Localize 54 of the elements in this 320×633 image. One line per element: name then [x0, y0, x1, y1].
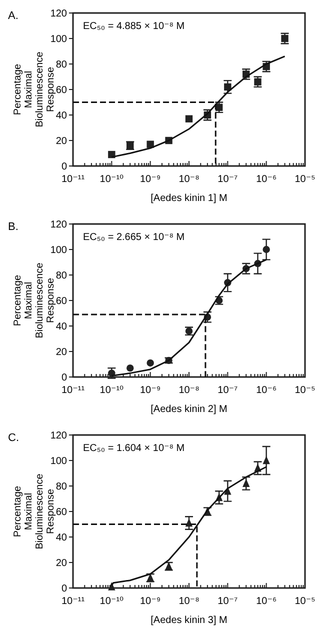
y-tick-label: 100 [50, 456, 68, 467]
x-tick-label: 10⁻¹⁰ [100, 385, 124, 396]
x-tick-label: 10⁻⁸ [178, 385, 200, 396]
x-tick-label: 10⁻¹¹ [61, 174, 86, 185]
x-tick-label: 10⁻⁶ [256, 174, 277, 185]
x-tick-label: 10⁻⁸ [178, 596, 200, 607]
x-tick-label: 10⁻¹¹ [61, 596, 86, 607]
x-tick-label: 10⁻⁸ [178, 174, 200, 185]
y-tick-label: 60 [56, 296, 68, 307]
y-tick-label: 80 [56, 270, 68, 282]
y-tick-label: 60 [56, 85, 68, 96]
y-tick-label: 20 [56, 136, 68, 147]
y-tick-label: 20 [56, 347, 68, 358]
x-tick-label: 10⁻¹¹ [61, 385, 86, 396]
x-tick-label: 10⁻⁶ [256, 596, 277, 607]
y-tick-label: 120 [50, 8, 68, 20]
y-tick-label: 120 [50, 220, 68, 230]
y-tick-label: 80 [56, 482, 68, 492]
y-axis-title: Percentage Maximal Bioluminescence Response [12, 262, 56, 338]
chart-title: C. [8, 432, 19, 444]
annotation: EC₅₀ = 1.604 × 10⁻⁸ M [83, 443, 185, 454]
y-axis-title: Percentage Maximal Bioluminescence Response [12, 51, 56, 128]
y-tick-label: 0 [61, 584, 68, 594]
x-tick-label: 10⁻⁹ [140, 385, 161, 396]
x-tick-label: 10⁻⁵ [294, 174, 316, 185]
x-tick-label: 10⁻¹⁰ [100, 596, 124, 607]
y-tick-label: 0 [61, 162, 68, 172]
x-tick-label: 10⁻⁷ [218, 385, 238, 396]
y-tick-label: 20 [56, 558, 68, 569]
y-tick-label: 60 [56, 507, 68, 518]
y-tick-label: 120 [50, 430, 68, 442]
x-tick-label: 10⁻⁹ [140, 596, 161, 607]
y-tick-label: 80 [56, 60, 68, 70]
chart-title: A. [8, 10, 18, 22]
annotation: EC₅₀ = 4.885 × 10⁻⁸ M [83, 21, 185, 32]
annotation: EC₅₀ = 2.665 × 10⁻⁸ M [83, 232, 185, 243]
x-tick-label: 10⁻⁶ [256, 385, 277, 396]
x-tick-label: 10⁻⁵ [294, 596, 316, 607]
y-tick-label: 40 [56, 110, 68, 122]
x-axis-title: [Aedes kinin 1] M [150, 193, 228, 204]
x-tick-label: 10⁻⁷ [218, 596, 238, 607]
x-tick-label: 10⁻¹⁰ [100, 174, 124, 185]
x-tick-label: 10⁻⁹ [140, 174, 161, 185]
y-tick-label: 100 [50, 34, 68, 45]
chart-title: B. [8, 221, 18, 233]
x-axis-title: [Aedes kinin 3] M [150, 615, 228, 626]
x-tick-label: 10⁻⁷ [218, 174, 238, 185]
y-tick-label: 0 [61, 372, 68, 384]
x-axis-title: [Aedes kinin 2] M [150, 404, 228, 415]
x-tick-label: 10⁻⁵ [294, 385, 316, 396]
y-tick-label: 40 [56, 322, 68, 332]
y-axis-title: Percentage Maximal Bioluminescence Response [12, 473, 56, 550]
y-tick-label: 100 [50, 245, 68, 256]
y-tick-label: 40 [56, 532, 68, 544]
